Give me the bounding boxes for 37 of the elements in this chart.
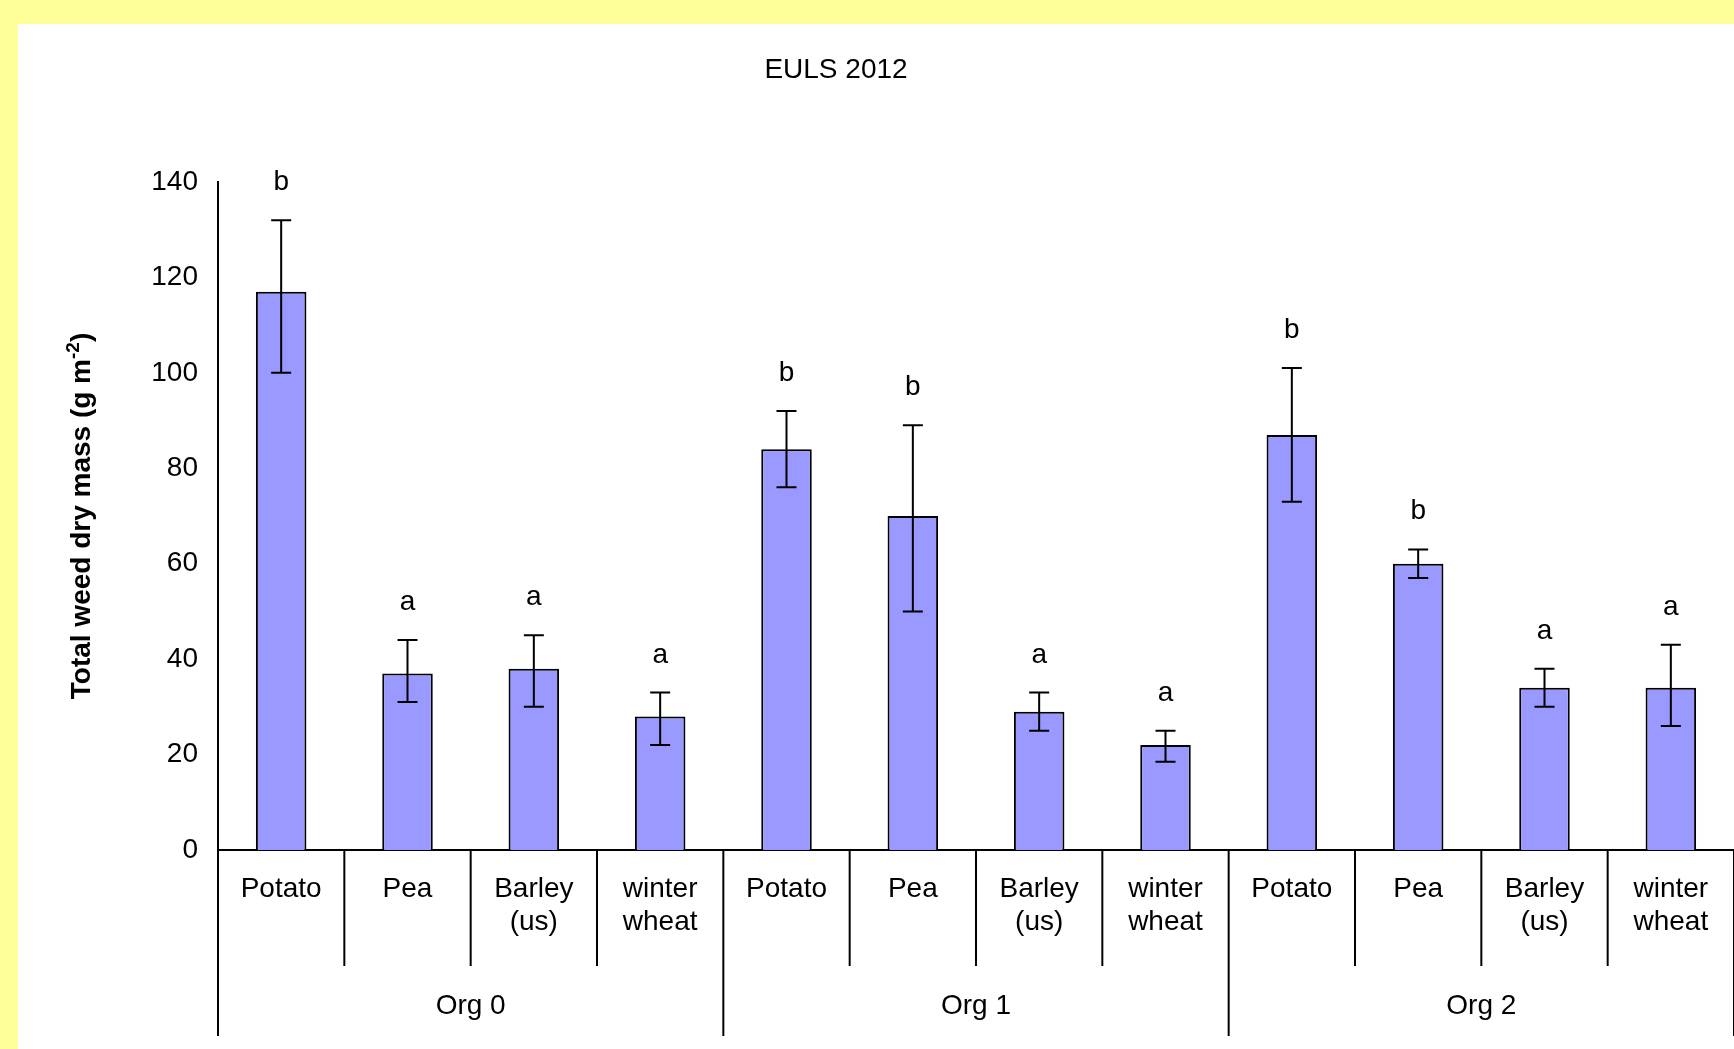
annotation: a — [652, 637, 669, 669]
x-tick-label: Barley (us) — [999, 871, 1079, 937]
x-tick-label: Potato — [240, 871, 322, 903]
x-tick-label: Potato — [746, 871, 827, 903]
x-tick-label: Barley (us) — [494, 871, 574, 937]
annotation: b — [905, 370, 921, 402]
y-tick-label: 20 — [166, 737, 198, 769]
x-tick-label: Barley (us) — [1504, 871, 1585, 937]
x-tick-label: winter wheat — [1127, 871, 1204, 937]
annotation: b — [778, 356, 795, 388]
x-tick-label: Potato — [1251, 871, 1333, 903]
y-tick-label: 140 — [151, 164, 198, 196]
annotation: b — [273, 165, 289, 197]
text: Org 1 — [940, 989, 1012, 1020]
y-tick-label: 80 — [166, 451, 198, 482]
y-tick-label: 60 — [166, 546, 198, 578]
annotation: a — [1031, 637, 1048, 669]
annotation: a — [1663, 589, 1680, 621]
chart-title: EULS 2012 — [764, 53, 908, 84]
annotation: a — [399, 585, 416, 617]
text: Org 2 — [1446, 989, 1517, 1020]
x-tick-label: Pea — [1393, 871, 1444, 903]
annotation: a — [1157, 675, 1174, 707]
x-tick-label: winter wheat — [1632, 871, 1709, 937]
annotation: b — [1410, 494, 1426, 526]
x-tick-label: Pea — [887, 871, 939, 903]
text: Org 0 — [435, 989, 506, 1020]
y-axis-title: Total weed dry mass (g m-2) — [62, 332, 96, 700]
x-tick-label: Pea — [382, 871, 433, 903]
y-tick-label: 40 — [166, 641, 198, 673]
annotation: a — [1536, 613, 1553, 645]
annotation: a — [526, 580, 543, 612]
x-tick-label: winter wheat — [621, 871, 698, 937]
y-tick-label: 120 — [151, 260, 198, 292]
y-tick-label: 100 — [151, 355, 198, 387]
annotation: b — [1284, 313, 1300, 345]
y-tick-label: 0 — [182, 832, 198, 864]
